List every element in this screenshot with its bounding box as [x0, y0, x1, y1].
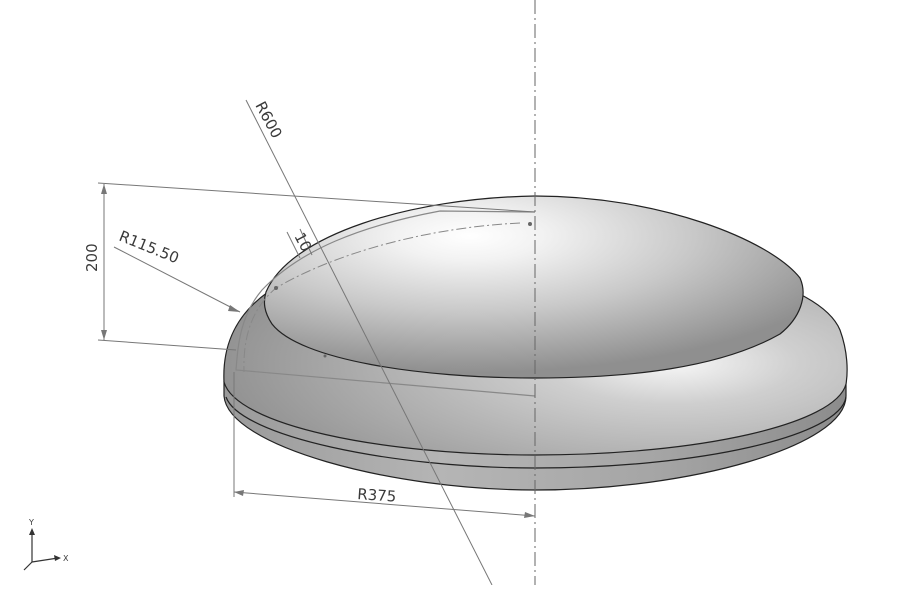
- sketch-point[interactable]: [323, 354, 327, 358]
- triad-z-axis: [23, 561, 33, 571]
- sketch-profile-offset: [243, 222, 521, 373]
- height-ext-bottom: [97, 339, 237, 351]
- height-arrow-bottom: [101, 330, 107, 340]
- r375-label: R375: [357, 485, 397, 506]
- triad-x-axis: [31, 557, 59, 563]
- dome-surface[interactable]: [263, 195, 804, 379]
- r375-dim-line: [233, 491, 536, 517]
- height-arrow-top: [101, 184, 107, 194]
- triad-y-arrow: [29, 528, 35, 535]
- r375-arrow-left: [234, 490, 244, 496]
- thickness-ext-1: [286, 231, 301, 259]
- height-label: 200: [83, 243, 101, 272]
- axis-triad: Y X: [23, 518, 69, 571]
- triad-x-label: X: [63, 554, 69, 563]
- sketch-point[interactable]: [528, 222, 532, 226]
- height-ext-top: [97, 182, 536, 213]
- r375-arrow-right: [524, 512, 535, 518]
- r115-leader: [113, 246, 241, 313]
- triad-x-arrow: [54, 555, 61, 561]
- r600-leader: [245, 99, 493, 586]
- thickness-ext-2: [299, 228, 313, 256]
- sketch-point[interactable]: [274, 286, 278, 290]
- sketch-profile: [235, 210, 536, 397]
- r115-arrow: [228, 305, 240, 312]
- r115-label: R115.50: [117, 227, 182, 267]
- triad-y-label: Y: [28, 518, 34, 527]
